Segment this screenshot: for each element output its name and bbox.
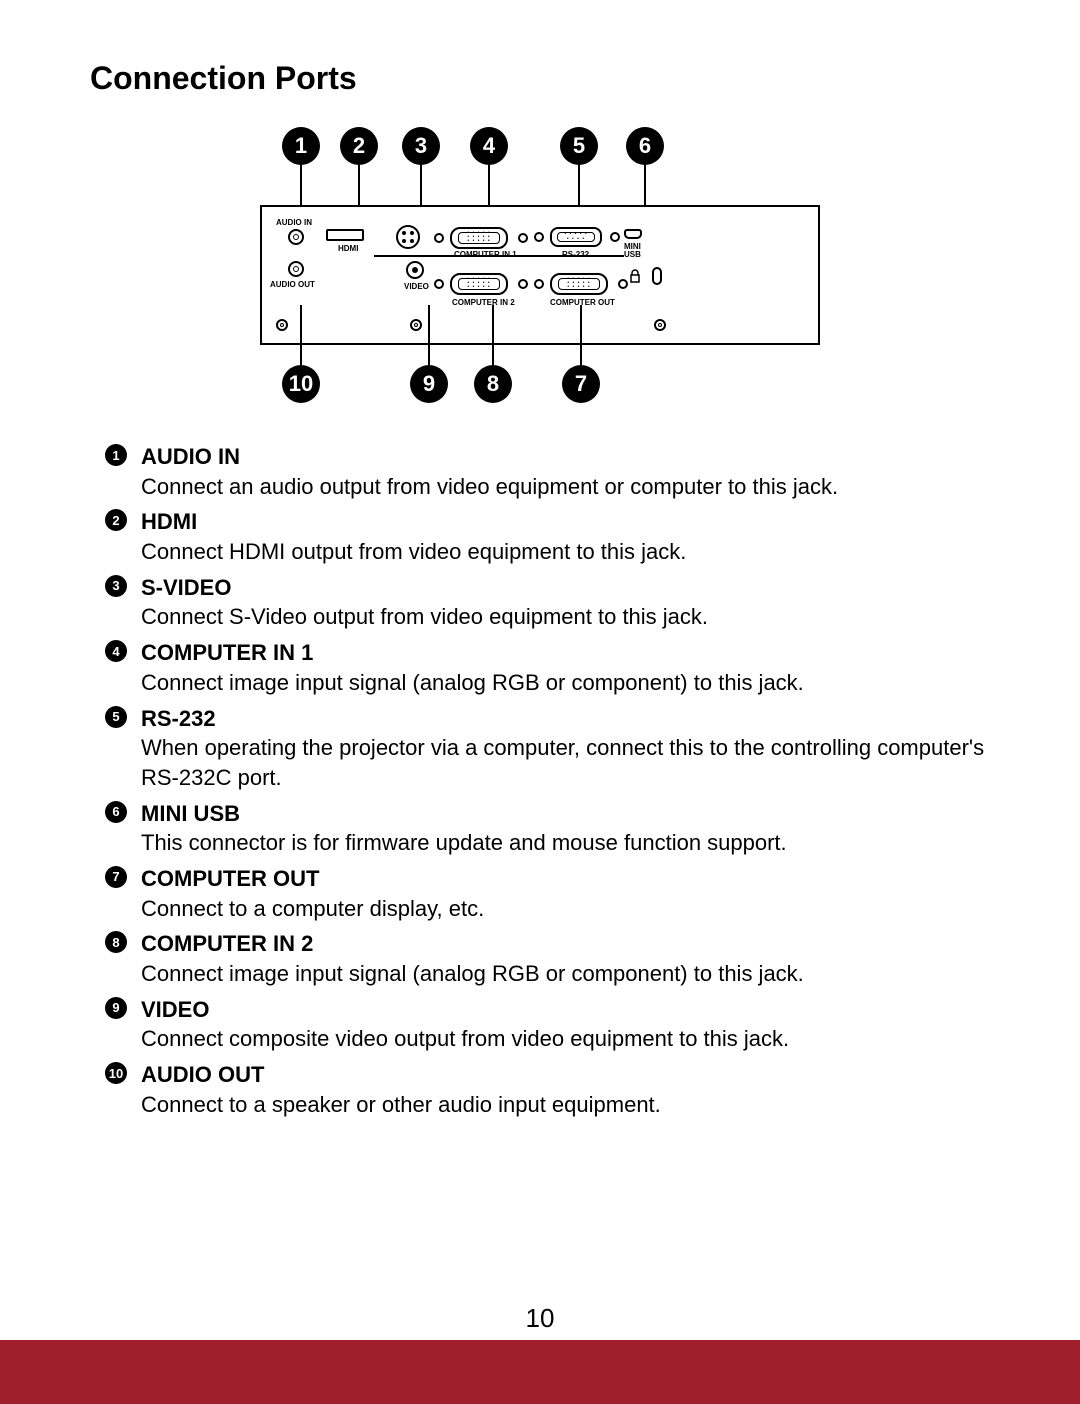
callout-line [492,305,494,365]
list-bullet: 1 [105,444,127,466]
footer-bar [0,1340,1080,1404]
list-item-desc: Connect HDMI output from video equipment… [141,537,990,567]
list-item-title: S-VIDEO [141,573,990,603]
list-bullet: 4 [105,640,127,662]
svideo-port [396,225,420,249]
label-audio-out: AUDIO OUT [270,281,315,289]
diagram-container: 123456 AUDIO IN HDMI COMPUTER IN 1 [90,127,990,422]
list-item-title: COMPUTER IN 1 [141,638,990,668]
label-mini-usb: MINI USB [624,243,641,259]
list-item: 6 MINI USBThis connector is for firmware … [105,799,990,858]
label-video: VIDEO [404,283,429,291]
callout-line [428,305,430,365]
list-item-desc: Connect to a speaker or other audio inpu… [141,1090,990,1120]
callout-number: 10 [282,365,320,403]
list-item-desc: When operating the projector via a compu… [141,733,990,792]
computer-in-2-port [450,273,508,295]
rs232-port [550,227,602,247]
hdmi-port [326,229,364,241]
list-item: 10 AUDIO OUTConnect to a speaker or other… [105,1060,990,1119]
list-bullet: 8 [105,931,127,953]
audio-out-jack [288,261,304,277]
callout-number: 5 [560,127,598,165]
callout-number: 3 [402,127,440,165]
list-item: 7 COMPUTER OUTConnect to a computer displ… [105,864,990,923]
list-item: 2 HDMIConnect HDMI output from video equi… [105,507,990,566]
ports-diagram: 123456 AUDIO IN HDMI COMPUTER IN 1 [260,127,820,422]
page-number: 10 [0,1303,1080,1334]
list-item-title: COMPUTER IN 2 [141,929,990,959]
list-item-title: MINI USB [141,799,990,829]
list-item-title: HDMI [141,507,990,537]
list-bullet: 7 [105,866,127,888]
callout-number: 4 [470,127,508,165]
list-item-desc: Connect an audio output from video equip… [141,472,990,502]
callout-number: 1 [282,127,320,165]
list-item-desc: Connect image input signal (analog RGB o… [141,668,990,698]
callout-number: 9 [410,365,448,403]
list-item-desc: This connector is for firmware update an… [141,828,990,858]
list-bullet: 3 [105,575,127,597]
lock-icon [630,269,640,283]
label-audio-in: AUDIO IN [276,219,312,227]
screw-hole [654,319,666,331]
callout-number: 6 [626,127,664,165]
list-item: 1 AUDIO INConnect an audio output from vi… [105,442,990,501]
list-item-title: AUDIO IN [141,442,990,472]
list-item-desc: Connect to a computer display, etc. [141,894,990,924]
kensington-slot [652,267,662,285]
list-bullet: 2 [105,509,127,531]
callout-line [580,305,582,365]
callout-number: 8 [474,365,512,403]
list-item: 3 S-VIDEOConnect S-Video output from vide… [105,573,990,632]
list-item-title: COMPUTER OUT [141,864,990,894]
callout-number: 7 [562,365,600,403]
callout-line [300,305,302,365]
computer-in-1-port [450,227,508,249]
list-item-desc: Connect S-Video output from video equipm… [141,602,990,632]
computer-out-port [550,273,608,295]
callout-number: 2 [340,127,378,165]
divider [374,255,624,257]
list-bullet: 5 [105,706,127,728]
video-port [406,261,424,279]
list-item-title: VIDEO [141,995,990,1025]
page-title: Connection Ports [90,60,990,97]
list-item: 9 VIDEOConnect composite video output fro… [105,995,990,1054]
list-item-desc: Connect composite video output from vide… [141,1024,990,1054]
device-panel: AUDIO IN HDMI COMPUTER IN 1 RS-232 [260,205,820,345]
list-bullet: 10 [105,1062,127,1084]
audio-in-jack [288,229,304,245]
list-item-title: AUDIO OUT [141,1060,990,1090]
list-item: 8 COMPUTER IN 2Connect image input signal… [105,929,990,988]
label-hdmi: HDMI [338,245,358,253]
list-item-title: RS-232 [141,704,990,734]
list-item: 4 COMPUTER IN 1Connect image input signal… [105,638,990,697]
ports-list: 1 AUDIO INConnect an audio output from vi… [90,442,990,1119]
list-bullet: 9 [105,997,127,1019]
list-item-desc: Connect image input signal (analog RGB o… [141,959,990,989]
list-bullet: 6 [105,801,127,823]
list-item: 5 RS-232When operating the projector via … [105,704,990,793]
mini-usb-port [624,229,642,239]
